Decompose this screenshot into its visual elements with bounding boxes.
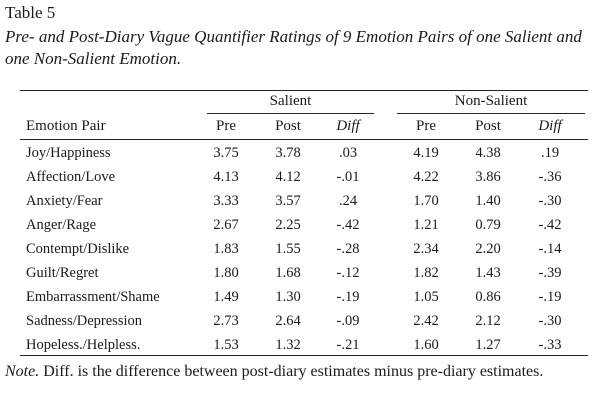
salient-post-cell: 1.32 (275, 337, 301, 353)
salient-pre-cell: 1.83 (213, 241, 239, 257)
non-salient-post-cell: 1.40 (475, 193, 501, 209)
emotion-pair-cell: Affection/Love (26, 169, 116, 185)
bottom-rule (20, 355, 588, 356)
column-header-emotion-pair: Emotion Pair (26, 118, 106, 134)
non-salient-pre-cell: 1.82 (413, 265, 439, 281)
table-row: Embarrassment/Shame 1.49 1.30 -.19 1.05 … (0, 285, 604, 309)
group-header-non-salient: Non-Salient (454, 93, 528, 109)
non-salient-pre-cell: 1.21 (413, 217, 439, 233)
salient-group-rule (207, 113, 374, 114)
salient-pre-cell: 1.80 (213, 265, 239, 281)
salient-pre-cell: 2.67 (213, 217, 239, 233)
emotion-pair-cell: Guilt/Regret (26, 265, 99, 281)
salient-diff-cell: .03 (338, 145, 358, 161)
table-row: Guilt/Regret 1.80 1.68 -.12 1.82 1.43 -.… (0, 261, 604, 285)
non-salient-pre-cell: 1.60 (413, 337, 439, 353)
non-salient-diff-cell: -.30 (538, 313, 562, 329)
column-header-salient-post: Post (275, 118, 301, 134)
salient-post-cell: 3.57 (275, 193, 301, 209)
salient-post-cell: 1.30 (275, 289, 301, 305)
non-salient-post-cell: 4.38 (475, 145, 501, 161)
table-body: Joy/Happiness 3.75 3.78 .03 4.19 4.38 .1… (0, 141, 604, 357)
table-note: Note. Diff. is the difference between po… (5, 361, 599, 382)
table-row: Sadness/Depression 2.73 2.64 -.09 2.42 2… (0, 309, 604, 333)
column-header-non-salient-pre: Pre (416, 118, 436, 134)
salient-diff-cell: -.28 (336, 241, 360, 257)
salient-diff-cell: .24 (338, 193, 358, 209)
salient-diff-cell: -.21 (336, 337, 360, 353)
top-rule (20, 90, 588, 91)
emotion-pair-cell: Anger/Rage (26, 217, 97, 233)
salient-post-cell: 4.12 (275, 169, 301, 185)
salient-diff-cell: -.42 (336, 217, 360, 233)
emotion-pair-cell: Joy/Happiness (26, 145, 111, 161)
non-salient-diff-cell: -.30 (538, 193, 562, 209)
column-header-non-salient-post: Post (475, 118, 501, 134)
column-header-salient-diff: Diff (336, 118, 360, 134)
non-salient-pre-cell: 4.22 (413, 169, 439, 185)
salient-diff-cell: -.19 (336, 289, 360, 305)
column-header-non-salient-diff: Diff (538, 118, 562, 134)
table-title: Pre- and Post-Diary Vague Quantifier Rat… (5, 27, 582, 68)
table-number: Table 5 (5, 3, 56, 22)
non-salient-post-cell: 2.20 (475, 241, 501, 257)
salient-pre-cell: 3.75 (213, 145, 239, 161)
salient-diff-cell: -.01 (336, 169, 360, 185)
non-salient-diff-cell: -.14 (538, 241, 562, 257)
note-label: Note. (5, 363, 40, 380)
group-header-salient: Salient (269, 93, 312, 109)
salient-pre-cell: 1.49 (213, 289, 239, 305)
salient-pre-cell: 3.33 (213, 193, 239, 209)
salient-pre-cell: 1.53 (213, 337, 239, 353)
table-row: Contempt/Dislike 1.83 1.55 -.28 2.34 2.2… (0, 237, 604, 261)
non-salient-pre-cell: 2.42 (413, 313, 439, 329)
non-salient-pre-cell: 1.70 (413, 193, 439, 209)
non-salient-diff-cell: -.19 (538, 289, 562, 305)
salient-post-cell: 1.68 (275, 265, 301, 281)
emotion-pair-cell: Embarrassment/Shame (26, 289, 160, 305)
non-salient-diff-cell: -.39 (538, 265, 562, 281)
table-row: Anger/Rage 2.67 2.25 -.42 1.21 0.79 -.42 (0, 213, 604, 237)
emotion-pair-cell: Hopeless./Helpless. (26, 337, 141, 353)
emotion-pair-cell: Anxiety/Fear (26, 193, 103, 209)
emotion-pair-cell: Contempt/Dislike (26, 241, 130, 257)
column-header-salient-pre: Pre (216, 118, 236, 134)
salient-post-cell: 3.78 (275, 145, 301, 161)
non-salient-post-cell: 3.86 (475, 169, 501, 185)
non-salient-pre-cell: 1.05 (413, 289, 439, 305)
salient-post-cell: 2.64 (275, 313, 301, 329)
table-row: Hopeless./Helpless. 1.53 1.32 -.21 1.60 … (0, 333, 604, 357)
non-salient-pre-cell: 4.19 (413, 145, 439, 161)
emotion-pair-cell: Sadness/Depression (26, 313, 142, 329)
table-row: Anxiety/Fear 3.33 3.57 .24 1.70 1.40 -.3… (0, 189, 604, 213)
header-rule (20, 139, 588, 140)
non-salient-post-cell: 0.79 (475, 217, 501, 233)
table-row: Joy/Happiness 3.75 3.78 .03 4.19 4.38 .1… (0, 141, 604, 165)
non-salient-post-cell: 2.12 (475, 313, 501, 329)
salient-pre-cell: 4.13 (213, 169, 239, 185)
salient-post-cell: 1.55 (275, 241, 301, 257)
salient-diff-cell: -.12 (336, 265, 360, 281)
non-salient-post-cell: 1.27 (475, 337, 501, 353)
non-salient-diff-cell: .19 (540, 145, 560, 161)
non-salient-diff-cell: -.36 (538, 169, 562, 185)
table-row: Affection/Love 4.13 4.12 -.01 4.22 3.86 … (0, 165, 604, 189)
non-salient-diff-cell: -.33 (538, 337, 562, 353)
non-salient-diff-cell: -.42 (538, 217, 562, 233)
salient-pre-cell: 2.73 (213, 313, 239, 329)
non-salient-group-rule (397, 113, 585, 114)
non-salient-pre-cell: 2.34 (413, 241, 439, 257)
non-salient-post-cell: 0.86 (475, 289, 501, 305)
note-text: Diff. is the difference between post-dia… (39, 363, 544, 380)
non-salient-post-cell: 1.43 (475, 265, 501, 281)
salient-diff-cell: -.09 (336, 313, 360, 329)
salient-post-cell: 2.25 (275, 217, 301, 233)
